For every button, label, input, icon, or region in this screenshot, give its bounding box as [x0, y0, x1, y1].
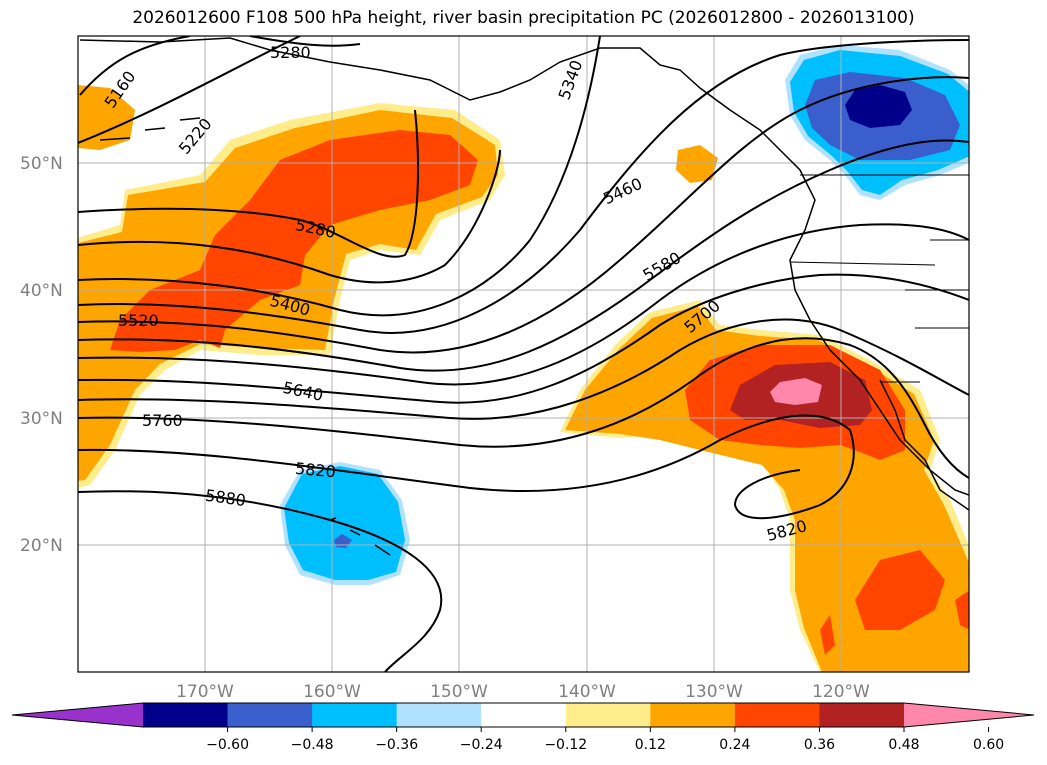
- colorbar-swatch: [227, 703, 313, 727]
- precip-060-east: [770, 378, 822, 405]
- baja-coast: [879, 379, 969, 511]
- contour-label: 5340: [555, 58, 587, 103]
- contour-label: 5580: [639, 248, 684, 285]
- contour-label: 5640: [281, 378, 325, 405]
- colorbar-tick-label: −0.48: [291, 737, 334, 753]
- precip-036-west: [110, 130, 478, 352]
- lat-label: 30°N: [20, 409, 63, 429]
- colorbar-tick-label: 0.24: [719, 737, 750, 753]
- colorbar-tick-label: −0.12: [544, 737, 587, 753]
- contour-label: 5460: [600, 174, 645, 208]
- gridlines: [78, 36, 969, 672]
- contour-label: 5880: [204, 486, 247, 510]
- contour-label: 5280: [270, 43, 311, 62]
- colorbar-swatch: [650, 703, 736, 727]
- colorbar-extend-high: [904, 703, 1034, 727]
- colorbar-outline: [11, 702, 1035, 728]
- lon-label: 120°W: [812, 682, 870, 702]
- contour-label: 5520: [118, 311, 159, 330]
- colorbar-swatch: [819, 703, 905, 727]
- lat-label: 40°N: [20, 281, 63, 301]
- coastlines: [79, 37, 969, 556]
- colorbar: −0.60 −0.48 −0.36 −0.24 −0.12 0.12 0.24 0.36 0.4…: [11, 702, 1035, 753]
- lat-label: 20°N: [20, 536, 63, 556]
- colorbar-swatch: [565, 703, 651, 727]
- colorbar-tick-label: −0.36: [375, 737, 418, 753]
- contour-label: 5760: [142, 411, 183, 430]
- lon-label: 170°W: [176, 682, 234, 702]
- colorbar-tick-label: 0.48: [888, 737, 919, 753]
- colorbar-swatch: [734, 703, 820, 727]
- precip-036-se: [955, 590, 969, 630]
- precip-024-nw: [78, 85, 135, 150]
- colorbar-tick-label: −0.60: [206, 737, 249, 753]
- map-title: 2026012600 F108 500 hPa height, river ba…: [132, 8, 915, 28]
- alaska-coast: [79, 37, 969, 496]
- lon-label: 130°W: [685, 682, 743, 702]
- map-frame: [77, 35, 970, 673]
- contour-label: 5220: [175, 114, 216, 157]
- height-contours: [78, 36, 969, 672]
- contour-label: 5820: [294, 459, 336, 481]
- longitude-labels: 170°W 160°W 150°W 140°W 130°W 120°W: [176, 682, 870, 702]
- colorbar-swatch: [143, 703, 229, 727]
- precip-060-ne: [845, 85, 912, 128]
- lon-label: 160°W: [303, 682, 361, 702]
- colorbar-swatch: [396, 703, 482, 727]
- precip-036-sw: [820, 615, 835, 655]
- lon-label: 140°W: [558, 682, 616, 702]
- colorbar-tick-label: 0.12: [635, 737, 666, 753]
- aleutians: [99, 117, 201, 141]
- colorbar-tick-label: 0.60: [973, 737, 1004, 753]
- precip-036-south: [855, 550, 945, 630]
- precip-small-north: [676, 145, 718, 183]
- lat-label: 50°N: [20, 154, 63, 174]
- colorbar-tick-label: −0.24: [460, 737, 503, 753]
- colorbar-swatch: [481, 703, 567, 727]
- colorbar-tick-label: 0.36: [804, 737, 835, 753]
- lon-label: 150°W: [430, 682, 488, 702]
- precip-036-hawaii: [284, 466, 405, 580]
- colorbar-extend-low: [12, 703, 143, 727]
- latitude-labels: 50°N 40°N 30°N 20°N: [20, 154, 63, 556]
- colorbar-swatch: [312, 703, 398, 727]
